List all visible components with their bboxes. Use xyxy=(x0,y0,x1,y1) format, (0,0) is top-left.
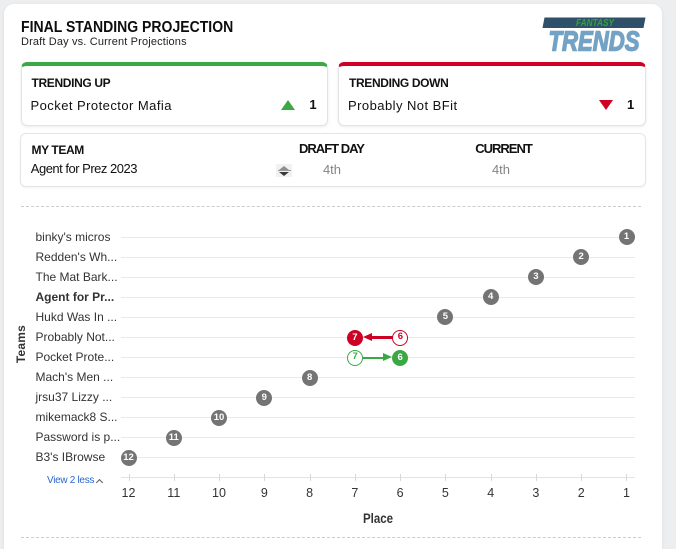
svg-text:FANTASY: FANTASY xyxy=(576,18,615,29)
svg-text:TRENDS: TRENDS xyxy=(549,26,640,57)
